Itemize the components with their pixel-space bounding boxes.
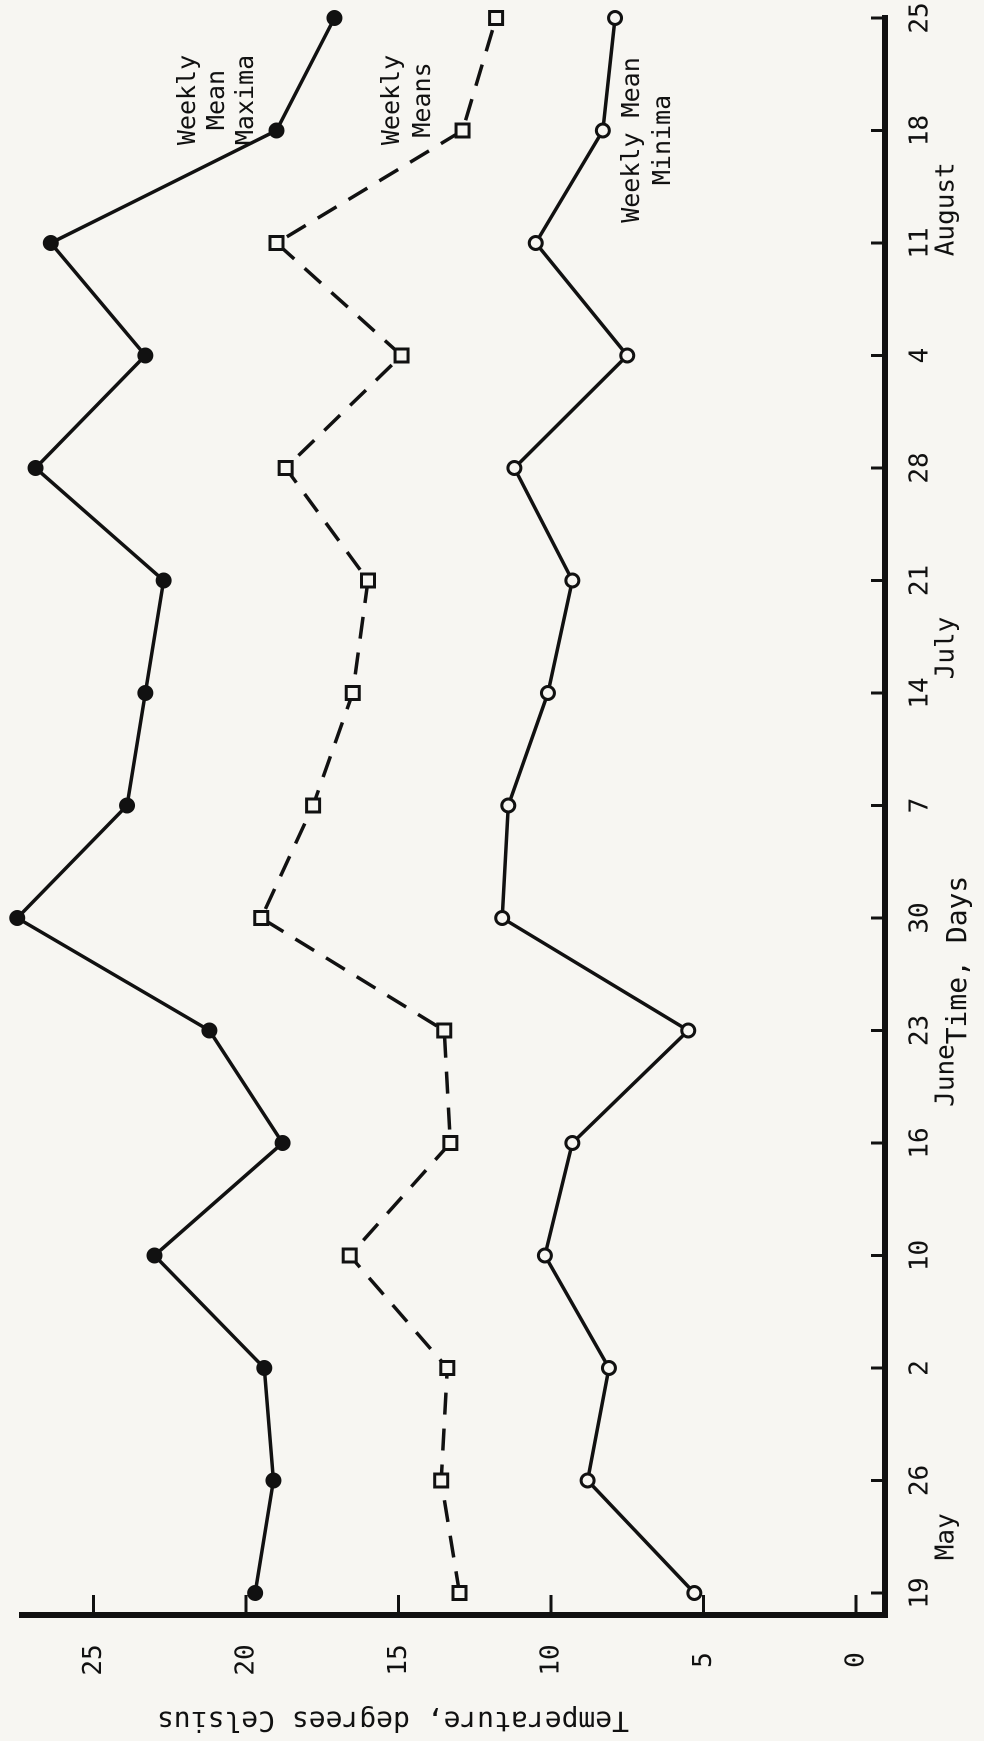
- series-point: [680, 1022, 697, 1039]
- series-point: [494, 910, 511, 926]
- series-point: [155, 572, 172, 589]
- series-point: [341, 1247, 358, 1264]
- series-point: [579, 1472, 596, 1489]
- y-tick-label: 0: [841, 1652, 871, 1668]
- series-label: Means: [407, 62, 436, 137]
- series-point: [360, 572, 376, 589]
- series-point: [344, 685, 361, 701]
- series-point: [539, 685, 556, 701]
- series-point: [326, 10, 343, 26]
- series-point: [436, 1022, 453, 1039]
- series-point: [247, 1585, 264, 1601]
- y-tick-label: 20: [231, 1644, 261, 1675]
- x-tick-label: 10: [905, 1240, 935, 1271]
- series-point: [256, 1360, 273, 1376]
- series-point: [253, 910, 270, 926]
- series-point: [268, 122, 285, 139]
- month-label: June: [931, 1044, 961, 1107]
- series-point: [442, 1135, 459, 1151]
- series-label: Maxima: [230, 55, 259, 145]
- series-point: [594, 122, 611, 139]
- series-label: Mean: [201, 70, 230, 130]
- series-line: [500, 17, 696, 1595]
- series-point: [393, 347, 410, 364]
- x-tick-label: 28: [905, 452, 935, 483]
- y-tick-label: 25: [78, 1644, 108, 1675]
- series-label: Weekly: [172, 55, 201, 145]
- series-point: [137, 685, 154, 701]
- series-point: [119, 797, 136, 814]
- series-point: [564, 1135, 581, 1151]
- series-point: [607, 10, 624, 26]
- x-tick-label: 7: [905, 798, 935, 814]
- x-tick-label: 16: [905, 1127, 935, 1158]
- series-point: [451, 1585, 468, 1601]
- series-label: Weekly Mean: [616, 57, 645, 223]
- x-tick-label: 11: [905, 227, 935, 258]
- month-label: July: [931, 617, 961, 680]
- series-point: [265, 1472, 282, 1489]
- series-point: [42, 235, 59, 251]
- series-point: [564, 572, 581, 589]
- y-tick-label: 5: [688, 1652, 718, 1668]
- series-point: [274, 1135, 291, 1151]
- x-axis-title: Time, Days: [940, 876, 973, 1045]
- series-point: [268, 235, 285, 251]
- x-tick-label: 2: [905, 1360, 935, 1376]
- month-label: May: [931, 1513, 961, 1560]
- series-point: [619, 347, 636, 364]
- series-point: [146, 1247, 163, 1264]
- series-point: [9, 910, 26, 926]
- series-point: [439, 1360, 456, 1376]
- series-point: [433, 1472, 450, 1489]
- series-point: [600, 1360, 617, 1376]
- series-point: [500, 797, 517, 814]
- series-point: [686, 1585, 703, 1601]
- x-tick-label: 30: [905, 902, 935, 933]
- x-tick-label: 14: [905, 677, 935, 708]
- month-label: August: [931, 162, 961, 256]
- series-point: [137, 347, 154, 364]
- y-tick-label: 15: [383, 1644, 413, 1675]
- series-line: [259, 17, 498, 1594]
- series-point: [277, 460, 294, 476]
- x-tick-label: 25: [905, 2, 935, 33]
- x-tick-label: 26: [905, 1465, 935, 1496]
- series-point: [506, 460, 523, 476]
- y-axis-title: Temperature, degrees Celsius: [157, 1705, 629, 1738]
- series-point: [527, 235, 544, 251]
- series-label: Weekly: [376, 55, 405, 145]
- series-point: [201, 1022, 218, 1039]
- x-tick-label: 19: [905, 1577, 935, 1608]
- series-point: [305, 797, 322, 814]
- x-tick-label: 18: [905, 115, 935, 146]
- x-tick-label: 23: [905, 1015, 935, 1046]
- series-point: [454, 122, 471, 139]
- x-tick-label: 4: [905, 348, 935, 364]
- x-tick-label: 21: [905, 565, 935, 596]
- series-point: [27, 460, 44, 476]
- series-point: [536, 1247, 553, 1264]
- y-tick-label: 10: [536, 1644, 566, 1675]
- series-point: [488, 10, 505, 26]
- series-label: Minima: [647, 95, 676, 185]
